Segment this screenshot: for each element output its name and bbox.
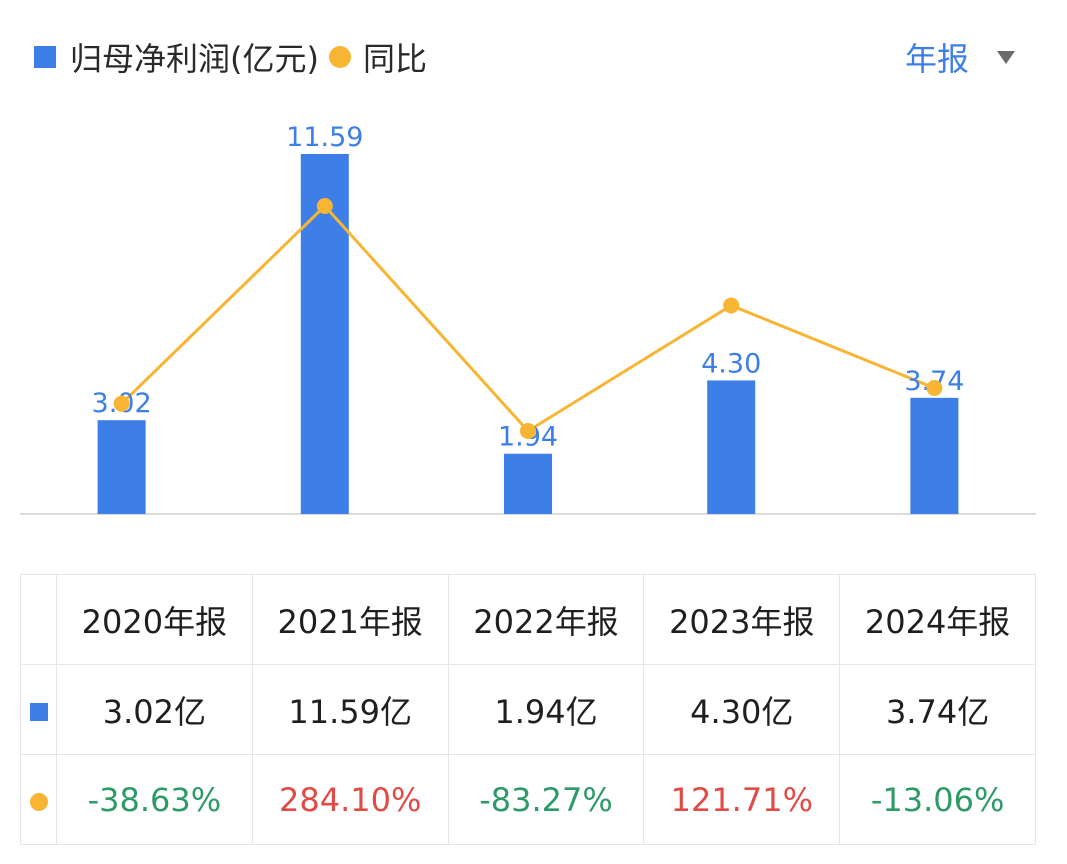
profit-cell: 3.02亿 xyxy=(56,664,253,755)
header-blank-cell xyxy=(20,574,57,665)
header-cell: 2021年报 xyxy=(251,574,449,665)
yoy-row-marker xyxy=(20,754,57,845)
profit-bar xyxy=(910,397,959,514)
yoy-cell: -38.63% xyxy=(56,754,253,845)
header-cell: 2020年报 xyxy=(56,574,253,665)
yoy-cell: 121.71% xyxy=(643,754,841,845)
yoy-line xyxy=(120,203,935,433)
yoy-cell: 284.10% xyxy=(251,754,449,845)
data-table: 2020年报 2021年报 2022年报 2023年报 2024年报 3.02亿… xyxy=(20,574,1036,845)
profit-chart: 3.0211.591.944.303.74 xyxy=(20,122,1036,515)
profit-row-marker xyxy=(20,664,57,755)
profit-bar xyxy=(707,380,756,514)
bar-value-label: 11.59 xyxy=(286,122,363,153)
legend-profit-label: 归母净利润(亿元) xyxy=(70,40,319,78)
yoy-cell: -13.06% xyxy=(839,754,1036,845)
table-header-row: 2020年报 2021年报 2022年报 2023年报 2024年报 xyxy=(20,574,1036,665)
period-selector[interactable]: 年报 xyxy=(905,32,1015,82)
chevron-down-icon xyxy=(997,50,1015,64)
profit-cell: 1.94亿 xyxy=(447,664,645,755)
yoy-point xyxy=(316,198,333,214)
table-row-profit: 3.02亿 11.59亿 1.94亿 4.30亿 3.74亿 xyxy=(20,664,1036,755)
bar-swatch-icon xyxy=(29,702,48,721)
period-selector-label: 年报 xyxy=(904,40,969,78)
yoy-point xyxy=(520,423,536,439)
header-cell: 2023年报 xyxy=(643,574,841,665)
profit-cell: 4.30亿 xyxy=(643,664,841,755)
legend-yoy-label: 同比 xyxy=(362,40,427,78)
profit-cell: 11.59亿 xyxy=(251,664,449,755)
legend-bar-swatch xyxy=(34,46,56,68)
profit-bar xyxy=(97,420,146,514)
chart-legend: 归母净利润(亿元) 同比 xyxy=(34,32,427,82)
legend-line-swatch xyxy=(328,46,351,68)
yoy-point xyxy=(113,395,130,412)
dot-swatch-icon xyxy=(29,792,48,811)
header-cell: 2022年报 xyxy=(447,574,645,665)
yoy-cell: -83.27% xyxy=(447,754,645,845)
yoy-point xyxy=(723,297,740,314)
yoy-point xyxy=(926,379,943,396)
profit-bar xyxy=(504,453,552,514)
profit-cell: 3.74亿 xyxy=(839,664,1036,755)
header-cell: 2024年报 xyxy=(839,574,1036,665)
bar-value-label: 4.30 xyxy=(701,348,761,379)
table-row-yoy: -38.63% 284.10% -83.27% 121.71% -13.06% xyxy=(20,754,1036,845)
